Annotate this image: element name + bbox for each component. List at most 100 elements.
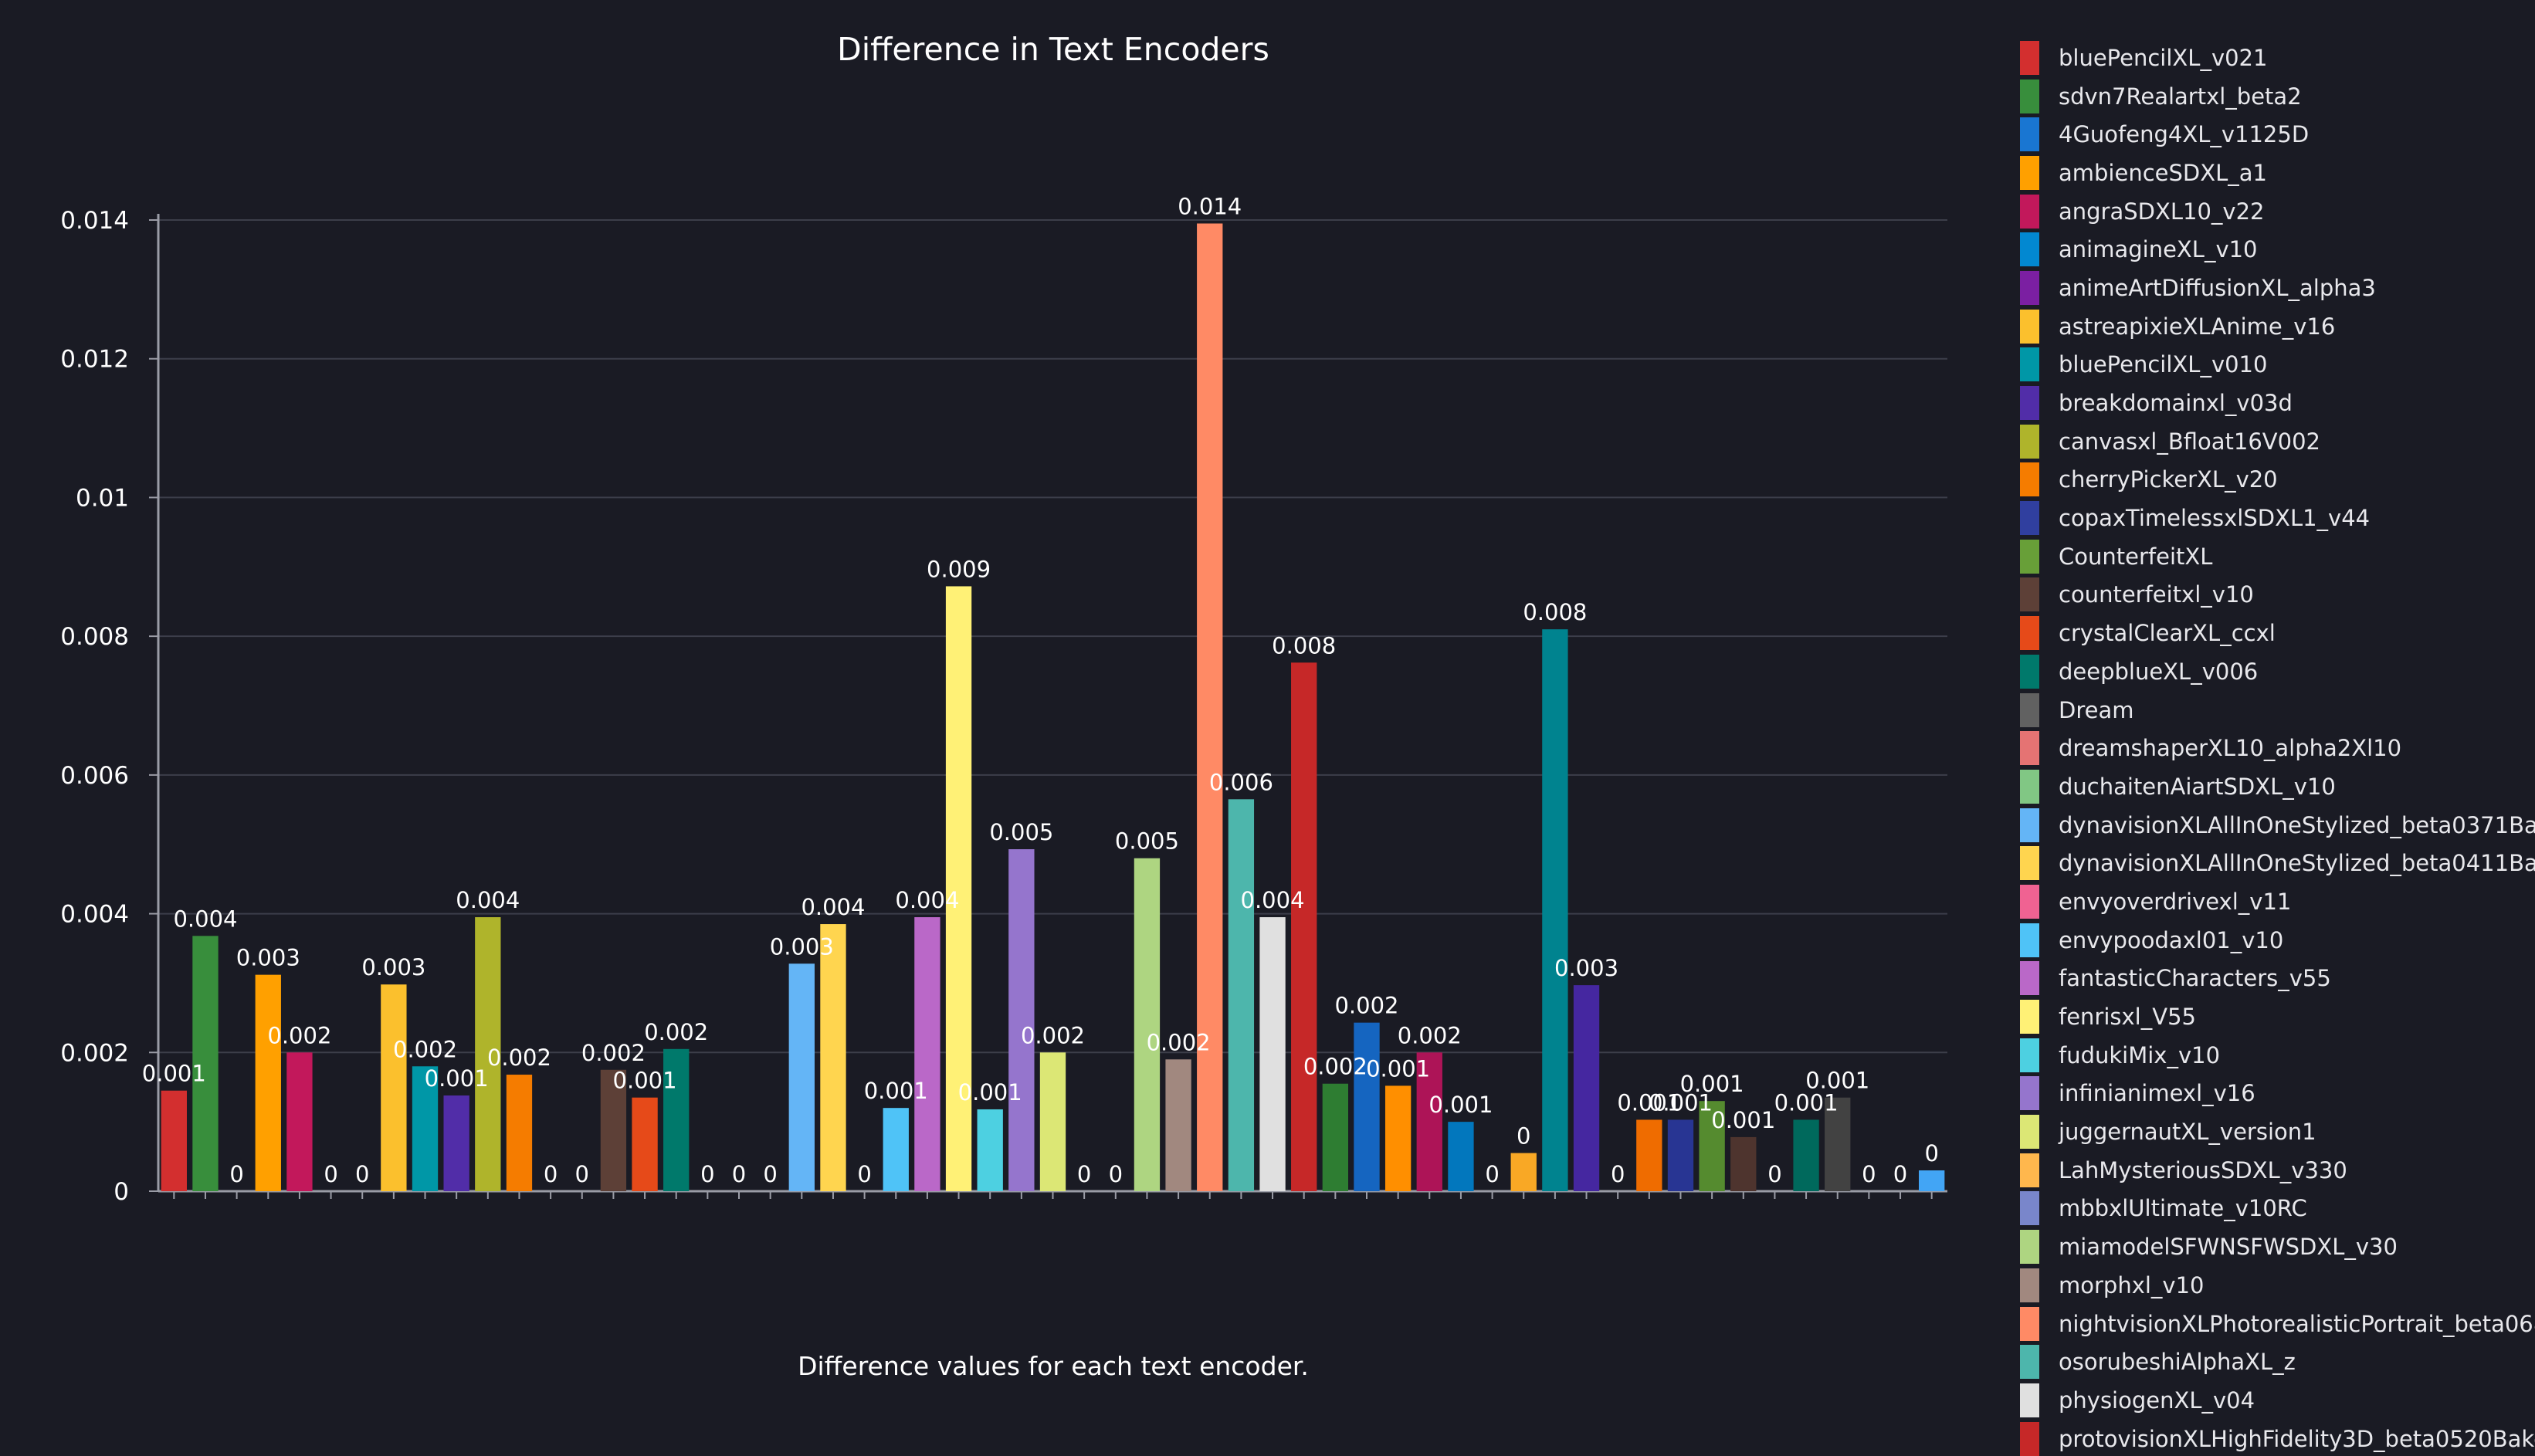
- legend-item[interactable]: sdvn7Realartxl_beta2: [2020, 77, 2535, 116]
- legend-item[interactable]: LahMysteriousSDXL_v330: [2020, 1151, 2535, 1190]
- y-tick-label: 0.004: [60, 901, 129, 929]
- legend-swatch: [2020, 270, 2039, 305]
- legend-swatch: [2020, 1306, 2039, 1341]
- legend-item[interactable]: animagineXL_v10: [2020, 230, 2535, 269]
- legend-item[interactable]: fudukiMix_v10: [2020, 1036, 2535, 1075]
- bar: [1354, 1022, 1380, 1191]
- bar: [1008, 849, 1035, 1191]
- legend-label: dreamshaperXL10_alpha2Xl10: [2059, 735, 2402, 762]
- legend-label: ambienceSDXL_a1: [2059, 159, 2267, 186]
- bar: [1448, 1122, 1474, 1191]
- legend-item[interactable]: bluePencilXL_v010: [2020, 346, 2535, 384]
- legend-label: mbbxlUltimate_v10RC: [2059, 1195, 2307, 1222]
- legend-item[interactable]: ambienceSDXL_a1: [2020, 154, 2535, 192]
- legend-swatch: [2020, 1268, 2039, 1302]
- legend-item[interactable]: mbbxlUltimate_v10RC: [2020, 1190, 2535, 1228]
- legend-item[interactable]: infinianimexl_v16: [2020, 1075, 2535, 1113]
- legend-item[interactable]: envypoodaxl01_v10: [2020, 921, 2535, 960]
- bar-value-label: 0.002: [1303, 1054, 1367, 1080]
- legend-item[interactable]: dynavisionXLAllInOneStylized_beta0411Bak…: [2020, 844, 2535, 882]
- bar-value-label: 0.006: [1209, 769, 1273, 795]
- legend-label: counterfeitxl_v10: [2059, 581, 2254, 608]
- legend-item[interactable]: fantasticCharacters_v55: [2020, 960, 2535, 998]
- legend-label: nightvisionXLPhotorealisticPortrait_beta…: [2059, 1310, 2535, 1337]
- bar: [1416, 1052, 1442, 1191]
- bar: [1197, 223, 1223, 1191]
- legend-item[interactable]: protovisionXLHighFidelity3D_beta0520Bake…: [2020, 1420, 2535, 1456]
- legend-item[interactable]: canvasxl_Bfloat16V002: [2020, 422, 2535, 461]
- bar-value-label: 0: [700, 1161, 714, 1187]
- bar-value-label: 0: [1862, 1161, 1876, 1187]
- y-tick-label: 0.012: [60, 346, 129, 374]
- bar: [1291, 662, 1317, 1191]
- legend-swatch: [2020, 1421, 2039, 1456]
- bar: [788, 963, 815, 1191]
- legend-label: canvasxl_Bfloat16V002: [2059, 428, 2320, 455]
- legend-item[interactable]: 4Guofeng4XL_v1125D: [2020, 115, 2535, 154]
- bar-value-label: 0: [1611, 1161, 1625, 1187]
- legend-item[interactable]: CounterfeitXL: [2020, 537, 2535, 576]
- legend-swatch: [2020, 769, 2039, 804]
- legend-label: infinianimexl_v16: [2059, 1080, 2255, 1107]
- bar: [1228, 799, 1255, 1191]
- y-tick-label: 0.006: [60, 762, 129, 790]
- legend-item[interactable]: morphxl_v10: [2020, 1266, 2535, 1305]
- bar: [883, 1108, 909, 1191]
- bar-value-label: 0: [857, 1161, 871, 1187]
- bar-value-label: 0: [763, 1161, 777, 1187]
- legend-item[interactable]: dynavisionXLAllInOneStylized_beta0371Bak…: [2020, 806, 2535, 845]
- legend-item[interactable]: counterfeitxl_v10: [2020, 576, 2535, 615]
- legend-item[interactable]: astreapixieXLAnime_v16: [2020, 307, 2535, 346]
- legend-label: copaxTimelessxlSDXL1_v44: [2059, 505, 2371, 532]
- bar: [663, 1048, 690, 1191]
- legend-item[interactable]: breakdomainxl_v03d: [2020, 384, 2535, 422]
- legend-swatch: [2020, 577, 2039, 612]
- bar-value-label: 0: [1077, 1161, 1091, 1187]
- legend-label: animeArtDiffusionXL_alpha3: [2059, 274, 2376, 301]
- legend-swatch: [2020, 616, 2039, 651]
- y-tick-label: 0: [114, 1178, 129, 1206]
- legend: bluePencilXL_v021 sdvn7Realartxl_beta2 4Gu…: [2020, 39, 2535, 1456]
- y-tick-label: 0.008: [60, 623, 129, 651]
- legend-label: osorubeshiAlphaXL_z: [2059, 1349, 2296, 1376]
- legend-swatch: [2020, 1230, 2039, 1265]
- legend-item[interactable]: osorubeshiAlphaXL_z: [2020, 1343, 2535, 1381]
- legend-item[interactable]: juggernautXL_version1: [2020, 1112, 2535, 1151]
- legend-item[interactable]: cherryPickerXL_v20: [2020, 461, 2535, 499]
- legend-label: bluePencilXL_v021: [2059, 44, 2268, 71]
- bar: [286, 1052, 313, 1191]
- legend-item[interactable]: Dream: [2020, 691, 2535, 730]
- bar-value-label: 0: [355, 1161, 369, 1187]
- legend-item[interactable]: nightvisionXLPhotorealisticPortrait_beta…: [2020, 1305, 2535, 1343]
- bar-value-label: 0.008: [1523, 599, 1587, 625]
- legend-item[interactable]: animeArtDiffusionXL_alpha3: [2020, 269, 2535, 307]
- bar-value-label: 0.009: [927, 556, 991, 582]
- bar-value-label: 0.001: [1805, 1068, 1869, 1094]
- legend-item[interactable]: physiogenXL_v04: [2020, 1381, 2535, 1420]
- legend-label: juggernautXL_version1: [2059, 1119, 2316, 1146]
- y-tick-label: 0.014: [60, 207, 129, 235]
- legend-swatch: [2020, 1038, 2039, 1072]
- legend-label: 4Guofeng4XL_v1125D: [2059, 121, 2310, 148]
- legend-label: dynavisionXLAllInOneStylized_beta0411Bak…: [2059, 850, 2535, 877]
- legend-item[interactable]: dreamshaperXL10_alpha2Xl10: [2020, 729, 2535, 767]
- legend-item[interactable]: angraSDXL10_v22: [2020, 192, 2535, 231]
- legend-label: CounterfeitXL: [2059, 543, 2213, 570]
- legend-item[interactable]: deepblueXL_v006: [2020, 652, 2535, 691]
- legend-swatch: [2020, 539, 2039, 574]
- bar-value-label: 0.004: [895, 887, 959, 913]
- legend-item[interactable]: duchaitenAiartSDXL_v10: [2020, 767, 2535, 806]
- legend-label: LahMysteriousSDXL_v330: [2059, 1156, 2347, 1183]
- legend-item[interactable]: fenrisxl_V55: [2020, 997, 2535, 1036]
- legend-label: protovisionXLHighFidelity3D_beta0520Bake…: [2059, 1425, 2535, 1452]
- legend-swatch: [2020, 654, 2039, 689]
- legend-item[interactable]: miamodelSFWNSFWSDXL_v30: [2020, 1227, 2535, 1266]
- bar-value-label: 0: [1767, 1161, 1781, 1187]
- legend-item[interactable]: bluePencilXL_v021: [2020, 39, 2535, 77]
- bar: [475, 917, 501, 1191]
- legend-item[interactable]: envyoverdrivexl_v11: [2020, 882, 2535, 921]
- legend-item[interactable]: copaxTimelessxlSDXL1_v44: [2020, 499, 2535, 537]
- bar-value-label: 0: [229, 1161, 243, 1187]
- legend-item[interactable]: crystalClearXL_ccxl: [2020, 614, 2535, 652]
- bar-value-label: 0.001: [864, 1078, 928, 1104]
